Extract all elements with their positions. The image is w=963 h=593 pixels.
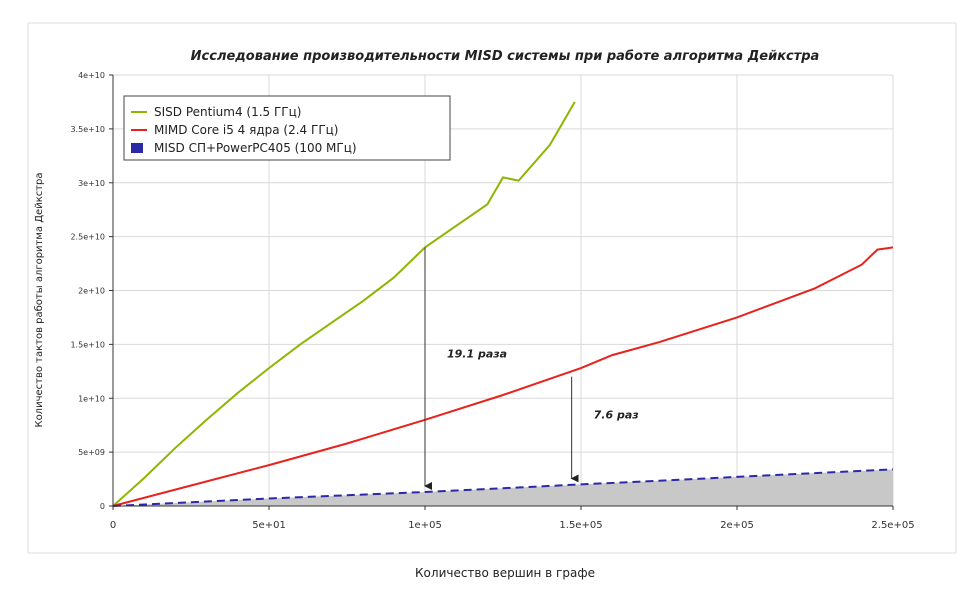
legend: SISD Pentium4 (1.5 ГГц) MIMD Core i5 4 яд… — [123, 95, 451, 161]
x-tick-label-4: 2e+05 — [720, 520, 754, 531]
legend-box — [123, 95, 451, 161]
annotation-label-1: 7.6 раз — [594, 409, 639, 422]
y-tick-label-7: 3.5e+10 — [70, 125, 105, 134]
annotation-layer: 19.1 раза 7.6 раз — [424, 247, 639, 490]
y-axis-label: Количество тактов работы алгоритма Дейкс… — [34, 172, 45, 427]
y-tick-label-0: 0 — [100, 502, 105, 511]
legend-label-1: MIMD Core i5 4 ядра (2.4 ГГц) — [154, 123, 339, 137]
y-tick-label-5: 2.5e+10 — [70, 233, 105, 242]
y-tick-label-6: 3e+10 — [78, 179, 105, 188]
legend-swatch-2 — [131, 143, 143, 153]
y-tick-label-4: 2e+10 — [78, 287, 105, 296]
x-tick-label-2: 1e+05 — [408, 520, 442, 531]
y-tick-label-3: 1.5e+10 — [70, 340, 105, 349]
x-tick-label-1: 5e+01 — [252, 520, 286, 531]
series-0-line — [112, 101, 576, 507]
legend-label-0: SISD Pentium4 (1.5 ГГц) — [154, 105, 301, 119]
x-tick-label-3: 1.5e+05 — [559, 520, 602, 531]
series-layer — [112, 101, 894, 507]
area-layer — [113, 469, 893, 506]
chart-title: Исследование производительности MISD сис… — [191, 49, 820, 64]
x-tick-label-0: 0 — [110, 520, 116, 531]
series-2-area — [113, 469, 893, 506]
legend-items: SISD Pentium4 (1.5 ГГц) MIMD Core i5 4 яд… — [131, 105, 357, 155]
x-tick-label-5: 2.5e+05 — [871, 520, 914, 531]
y-tick-label-8: 4e+10 — [78, 71, 105, 80]
series-1-line — [112, 246, 894, 507]
y-tick-label-1: 5e+09 — [78, 448, 105, 457]
axes-layer: 0 5e+01 1e+05 1.5e+05 2e+05 2.5e+05 0 5e+09 1e+1… — [70, 71, 914, 531]
x-axis-label: Количество вершин в графе — [415, 566, 595, 580]
figure-border — [27, 22, 957, 554]
y-tick-label-2: 1e+10 — [78, 394, 105, 403]
series-2-line — [112, 468, 894, 507]
legend-label-2: MISD СП+PowerPC405 (100 МГц) — [154, 141, 357, 155]
annotation-label-0: 19.1 раза — [447, 348, 507, 361]
